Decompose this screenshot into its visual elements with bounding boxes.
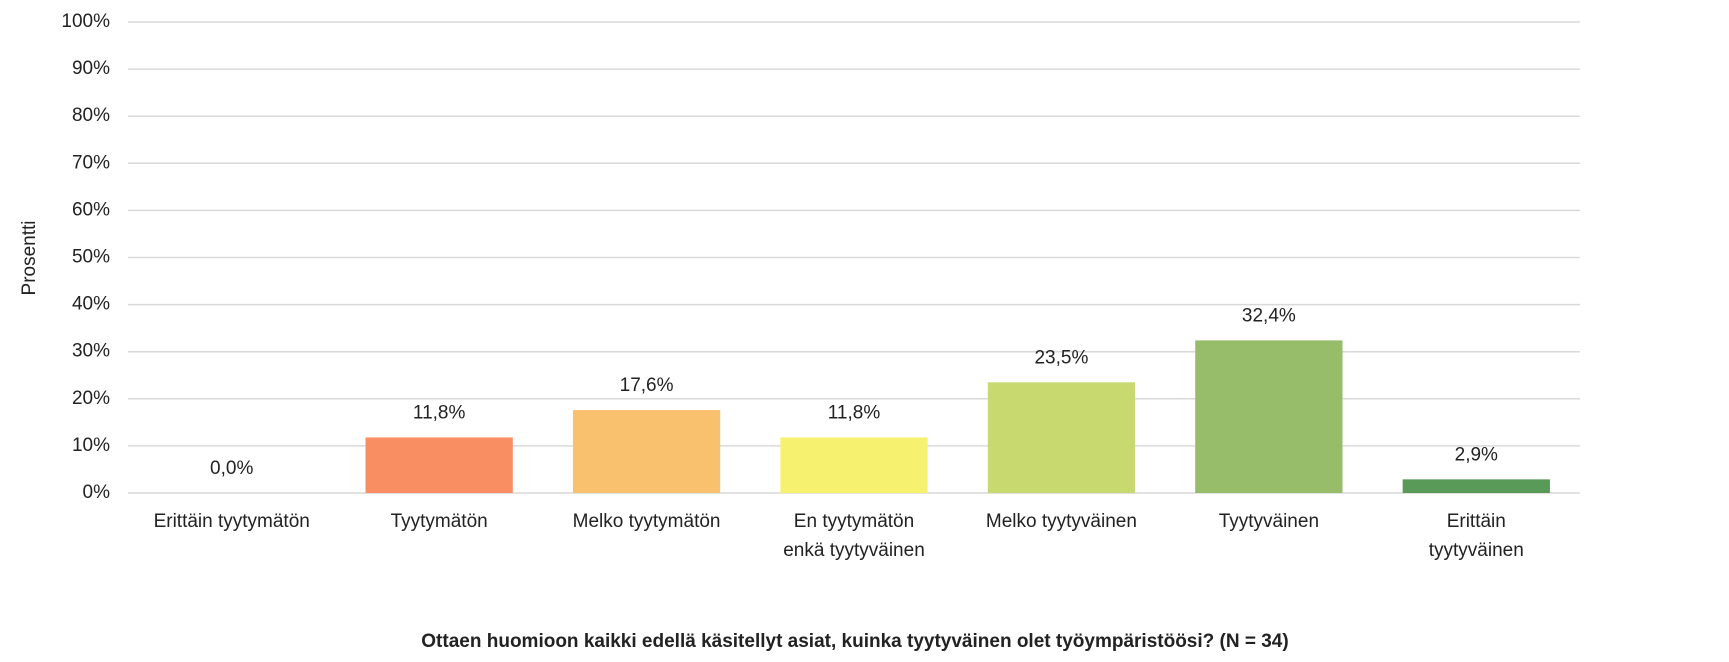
y-tick-label: 30%: [72, 341, 110, 362]
data-label: 2,9%: [1455, 444, 1498, 465]
y-tick-label: 60%: [72, 199, 110, 220]
y-tick-label: 80%: [72, 105, 110, 126]
bar: [780, 437, 928, 493]
y-tick-label: 0%: [83, 482, 111, 503]
x-tick-label: Melko tyytyväinen: [986, 511, 1137, 532]
y-tick-label: 70%: [72, 152, 110, 173]
y-tick-label: 10%: [72, 435, 110, 456]
bar: [572, 410, 721, 493]
bar: [987, 382, 1136, 493]
data-label: 23,5%: [1034, 347, 1088, 368]
data-label: 32,4%: [1242, 305, 1296, 326]
bar: [1195, 340, 1343, 493]
y-tick-label: 20%: [72, 388, 110, 409]
y-axis-title: Prosentti: [19, 221, 40, 296]
x-tick-label: Erittäin tyytyväinen: [1429, 511, 1524, 561]
x-tick-label: En tyytymätön enkä tyytyväinen: [783, 511, 925, 561]
data-label: 11,8%: [413, 402, 466, 423]
x-tick-label: Tyytyväinen: [1219, 511, 1319, 532]
y-tick-label: 90%: [72, 58, 110, 79]
bar: [1402, 479, 1550, 493]
bar: [365, 437, 513, 493]
y-tick-label: 100%: [61, 11, 110, 32]
y-tick-label: 40%: [72, 294, 110, 315]
x-tick-label: Tyytymätön: [391, 511, 488, 532]
x-tick-label: Melko tyytymätön: [573, 511, 721, 532]
data-label: 11,8%: [828, 402, 881, 423]
data-label: 0,0%: [210, 458, 253, 479]
y-tick-label: 50%: [72, 247, 110, 268]
x-tick-label: Erittäin tyytymätön: [154, 511, 310, 532]
data-label: 17,6%: [620, 375, 674, 396]
x-axis-title: Ottaen huomioon kaikki edellä käsitellyt…: [421, 631, 1288, 652]
